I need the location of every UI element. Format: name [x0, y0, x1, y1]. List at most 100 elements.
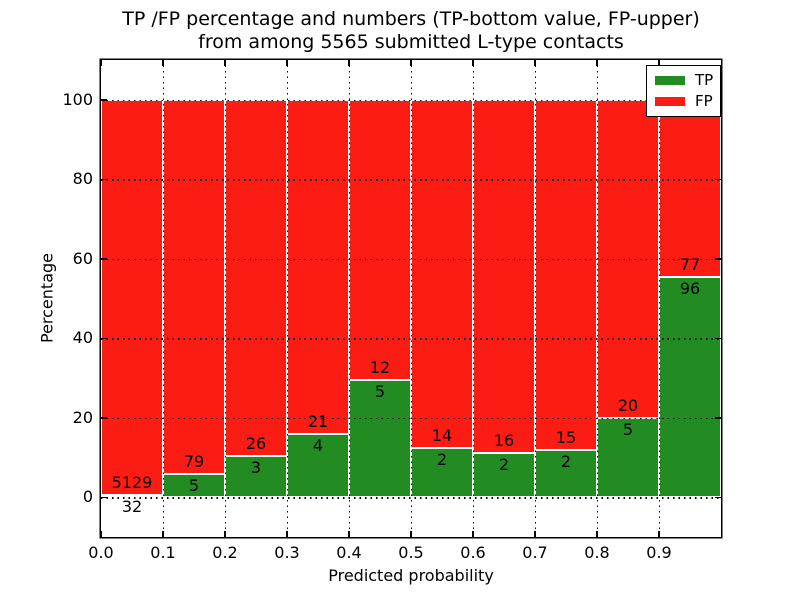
x-tick-bottom: [348, 531, 350, 537]
tp-count-label: 32: [121, 496, 143, 516]
x-tick-bottom: [286, 531, 288, 537]
x-tick-label: 0.6: [460, 543, 486, 562]
tp-count-label: 4: [312, 435, 324, 455]
x-tick-bottom: [472, 531, 474, 537]
v-gridline: [287, 60, 289, 537]
legend-entry-fp: FP: [655, 94, 713, 109]
legend-entry-tp: TP: [655, 71, 714, 89]
tp-count-label: 5: [374, 382, 386, 402]
y-tick-label: 40: [72, 328, 93, 348]
chart-title-line2: from among 5565 submitted L-type contact…: [198, 31, 624, 53]
y-tick-left: [101, 337, 107, 339]
y-tick-label: 100: [62, 89, 93, 109]
x-tick-top: [348, 60, 350, 66]
y-tick-label: 60: [72, 248, 93, 268]
fp-count-label: 5129: [111, 472, 153, 492]
fp-bar-segment: [473, 99, 535, 454]
legend: TP FP: [646, 65, 721, 117]
x-tick-bottom: [162, 531, 164, 537]
fp-bar-segment: [163, 99, 225, 474]
fp-count-label: 21: [307, 411, 329, 431]
tp-count-label: 2: [436, 449, 448, 469]
v-gridline: [473, 60, 475, 537]
fp-bar-segment: [101, 99, 163, 495]
y-tick-left: [101, 99, 107, 101]
fp-count-label: 20: [617, 395, 639, 415]
x-tick-label: 0.0: [88, 543, 114, 562]
y-tick-label: 80: [72, 169, 93, 189]
fp-count-label: 14: [431, 425, 453, 445]
x-tick-top: [224, 60, 226, 66]
chart-title-line1: TP /FP percentage and numbers (TP-bottom…: [122, 8, 700, 30]
y-tick-label: 0: [82, 487, 93, 507]
x-tick-bottom: [224, 531, 226, 537]
fp-bar-segment: [411, 99, 473, 448]
x-tick-label: 0.5: [398, 543, 424, 562]
x-tick-label: 0.4: [336, 543, 362, 562]
fp-count-label: 15: [555, 428, 577, 448]
v-gridline: [163, 60, 165, 537]
y-tick-right: [715, 178, 721, 180]
tp-bar-segment: [535, 450, 597, 498]
fp-bar-segment: [287, 99, 349, 434]
x-tick-label: 0.3: [274, 543, 300, 562]
x-tick-label: 0.1: [150, 543, 176, 562]
tp-bar-segment: [101, 494, 163, 498]
fp-bar-segment: [659, 99, 721, 277]
v-gridline: [597, 60, 599, 537]
fp-count-label: 79: [183, 451, 205, 471]
tp-bar-segment: [597, 417, 659, 498]
fp-count-label: 77: [679, 254, 701, 274]
x-tick-bottom: [100, 531, 102, 537]
v-gridline: [659, 60, 661, 537]
tp-bar-segment: [659, 276, 721, 498]
x-tick-label: 0.2: [212, 543, 238, 562]
tp-bar-segment: [225, 456, 287, 498]
legend-swatch-fp-icon: [655, 97, 685, 106]
x-tick-bottom: [596, 531, 598, 537]
y-tick-right: [715, 496, 721, 498]
tp-count-label: 5: [188, 475, 200, 495]
tp-count-label: 5: [622, 419, 634, 439]
legend-label-tp: TP: [695, 71, 714, 89]
y-tick-right: [715, 417, 721, 419]
v-gridline: [225, 60, 227, 537]
x-axis-label: Predicted probability: [328, 566, 494, 585]
y-tick-label: 20: [72, 407, 93, 427]
y-tick-left: [101, 258, 107, 260]
v-gridline: [535, 60, 537, 537]
x-tick-top: [286, 60, 288, 66]
plot-area: 5129 32 79 5 26 3 21 4 12 5 14 2 16 2 15 2 20 5 77 96: [100, 60, 721, 537]
fp-bar-segment: [535, 99, 597, 451]
fp-count-label: 16: [493, 431, 515, 451]
y-tick-left: [101, 417, 107, 419]
fp-count-label: 26: [245, 434, 267, 454]
x-tick-top: [100, 60, 102, 66]
y-tick-right: [715, 258, 721, 260]
v-gridline: [349, 60, 351, 537]
v-gridline: [411, 60, 413, 537]
x-tick-top: [596, 60, 598, 66]
x-tick-label: 0.8: [584, 543, 610, 562]
x-tick-bottom: [658, 531, 660, 537]
x-tick-top: [534, 60, 536, 66]
y-tick-left: [101, 178, 107, 180]
x-tick-bottom: [410, 531, 412, 537]
chart-title: TP /FP percentage and numbers (TP-bottom…: [101, 8, 721, 54]
tp-count-label: 2: [498, 455, 510, 475]
x-tick-top: [472, 60, 474, 66]
x-tick-top: [658, 60, 660, 66]
fp-bar-segment: [225, 99, 287, 457]
fp-count-label: 12: [369, 358, 391, 378]
y-tick-left: [101, 496, 107, 498]
tp-count-label: 96: [679, 278, 701, 298]
tp-count-label: 3: [250, 458, 262, 478]
x-tick-label: 0.9: [646, 543, 672, 562]
x-tick-top: [162, 60, 164, 66]
y-tick-right: [715, 337, 721, 339]
x-tick-label: 0.7: [522, 543, 548, 562]
legend-swatch-tp-icon: [655, 76, 685, 85]
tp-count-label: 2: [560, 452, 572, 472]
x-tick-bottom: [534, 531, 536, 537]
